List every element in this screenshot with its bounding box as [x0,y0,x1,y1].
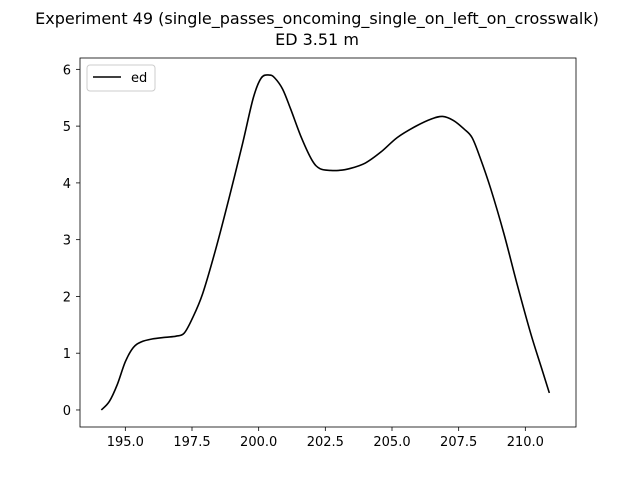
chart-title: Experiment 49 (single_passes_oncoming_si… [35,9,599,29]
chart-subtitle: ED 3.51 m [275,30,359,49]
y-axis: 0 1 2 3 4 5 6 [63,63,80,419]
y-tick-label: 2 [63,290,71,305]
x-axis: 195.0 197.5 200.0 202.5 205.0 207.5 210.0 [107,427,544,450]
y-tick-label: 3 [63,234,71,249]
series-line-ed [100,74,551,411]
y-tick-label: 6 [63,63,71,78]
y-tick-label: 5 [63,120,71,135]
x-tick-label: 207.5 [440,435,477,450]
legend-label-ed: ed [131,71,147,86]
x-tick-label: 200.0 [240,435,277,450]
x-tick-label: 205.0 [373,435,410,450]
x-tick-label: 195.0 [107,435,144,450]
legend: ed [86,64,156,92]
y-tick-label: 0 [63,404,71,419]
x-tick-label: 202.5 [307,435,344,450]
x-tick-label: 197.5 [173,435,210,450]
legend-box [86,64,156,92]
plot-frame [79,57,577,428]
x-tick-label: 210.0 [507,435,544,450]
y-tick-label: 4 [63,177,71,192]
y-tick-label: 1 [63,347,71,362]
